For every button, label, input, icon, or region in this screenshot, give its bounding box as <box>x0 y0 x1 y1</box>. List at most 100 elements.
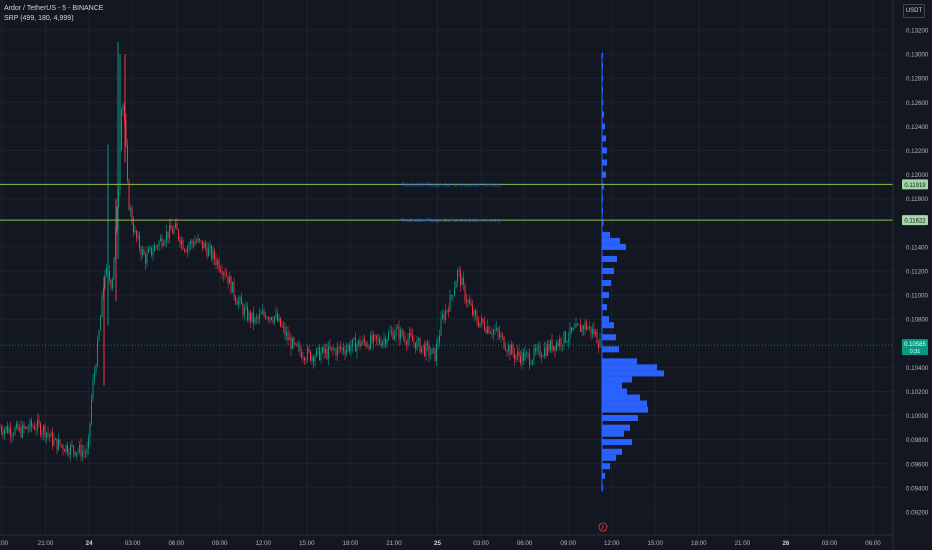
volume-profile-bar <box>602 171 606 178</box>
event-flag-glyph <box>601 524 604 530</box>
candle-body <box>95 365 97 373</box>
candle-body <box>292 338 293 349</box>
candle-body <box>44 425 46 438</box>
candle-body <box>25 426 26 429</box>
indicator-label[interactable]: SRP (499, 180, 4,999) <box>4 15 74 22</box>
volume-profile-bar <box>602 406 648 413</box>
candle-body <box>181 240 182 245</box>
candle-body <box>200 240 202 242</box>
event-flag-icon[interactable] <box>598 522 608 532</box>
volume-profile-bar <box>602 207 603 214</box>
candle-body <box>92 379 94 399</box>
candle-body <box>298 345 299 347</box>
candle-body <box>467 300 469 303</box>
candle-body <box>575 323 577 328</box>
volume-profile-bar <box>602 99 604 106</box>
candle-body <box>196 241 197 243</box>
volume-profile-bar <box>602 63 603 70</box>
candle-body <box>451 295 452 297</box>
candle-body <box>188 245 190 247</box>
symbol-title[interactable]: Ardor / TetherUS - 5 - BINANCE <box>4 5 104 12</box>
volume-profile-bar <box>602 316 609 323</box>
candle-body <box>302 357 304 359</box>
candle-body <box>254 317 256 324</box>
candle-body <box>11 435 13 437</box>
candle-body <box>13 434 14 436</box>
y-tick-label: 0.12400 <box>906 124 929 131</box>
candle-body <box>79 444 80 452</box>
candle-body <box>430 353 431 356</box>
candle-body <box>52 432 53 445</box>
candle-body <box>476 315 478 323</box>
volume-profile-bar <box>602 382 622 389</box>
currency-selector[interactable]: USDT <box>903 4 925 18</box>
candle-body <box>290 337 292 349</box>
candle-body <box>496 328 497 330</box>
volume-profile-bar <box>602 195 603 202</box>
candle-body <box>521 352 523 364</box>
candle-body <box>523 352 524 361</box>
candle-body <box>208 248 209 257</box>
candle-body <box>70 444 71 455</box>
candle-body <box>230 276 232 293</box>
candle-body <box>128 180 130 210</box>
candle-body <box>0 427 1 429</box>
x-tick-label: 26 <box>782 540 789 547</box>
candle-body <box>374 334 376 336</box>
candle-body <box>440 318 442 336</box>
candle-body <box>539 346 541 357</box>
candle-body <box>436 343 437 362</box>
candle-body <box>335 349 337 356</box>
candle-body <box>473 310 475 315</box>
candle-body <box>560 339 562 346</box>
candle-body <box>325 349 326 353</box>
candle-body <box>401 329 403 336</box>
candle-body <box>146 252 148 264</box>
level-lines[interactable]: Tradeable Range due to low price memory 0… <box>0 179 928 226</box>
candle-body <box>304 357 305 361</box>
price-candles <box>0 42 601 462</box>
candle-body <box>422 345 424 347</box>
candle-body <box>347 345 349 349</box>
candle-body <box>26 426 28 430</box>
candle-body <box>517 351 518 356</box>
volume-profile-bar <box>602 159 607 166</box>
candle-body <box>554 346 556 351</box>
price-axis[interactable]: 0.13200 0.13000 0.12800 0.12600 0.12400 0.122… <box>892 0 929 550</box>
candle-body <box>364 339 365 343</box>
candle-body <box>367 345 368 347</box>
volume-profile-bar <box>602 346 619 353</box>
x-tick-label: 21:00 <box>386 540 402 547</box>
candle-body <box>148 249 149 253</box>
y-tick-label: 0.13000 <box>906 52 929 59</box>
candle-body <box>338 346 340 348</box>
y-tick-label: 0.10200 <box>906 389 929 396</box>
y-tick-label: 0.09800 <box>906 437 929 444</box>
range-level-label: Tradeable Range due to low price memory <box>401 182 501 188</box>
candle-body <box>536 347 538 352</box>
candle-body <box>223 272 224 275</box>
volume-profile-bar <box>602 472 605 479</box>
candle-body <box>586 322 587 330</box>
time-axis[interactable]: 8:00 21:00 24 03:00 06:00 09:00 12:00 15:00 18:0… <box>0 522 893 547</box>
candle-body <box>187 246 188 252</box>
candle-body <box>530 363 532 365</box>
candle-body <box>110 279 112 288</box>
candle-body <box>349 345 350 352</box>
candle-body <box>499 332 500 338</box>
candle-body <box>163 243 164 246</box>
candle-body <box>275 313 277 317</box>
candle-body <box>559 339 560 346</box>
volume-profile-bar <box>602 147 607 154</box>
candle-body <box>565 331 566 342</box>
y-tick-label: 0.11000 <box>906 293 928 300</box>
candle-body <box>130 208 131 210</box>
volume-profile-bar <box>602 358 637 365</box>
candle-body <box>500 335 502 338</box>
candle-body <box>470 303 472 306</box>
candle-body <box>68 452 70 455</box>
candle-body <box>37 419 38 430</box>
candle-body <box>31 420 32 427</box>
candle-body <box>266 317 268 319</box>
